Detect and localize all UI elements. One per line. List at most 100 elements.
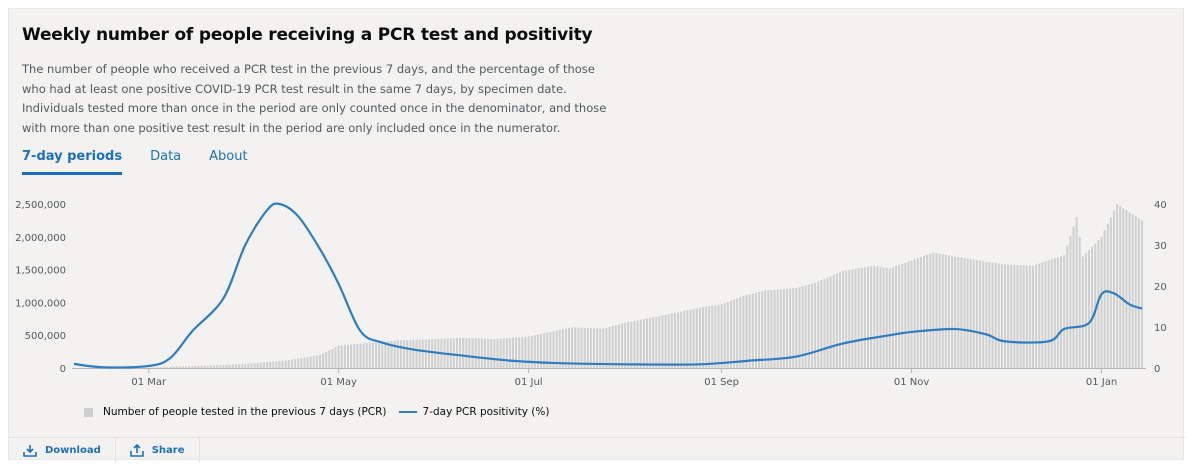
bar (729, 300, 732, 368)
bar (1035, 264, 1038, 368)
legend-line-label[interactable]: 7-day PCR positivity (%) (422, 406, 550, 418)
bar (521, 336, 524, 368)
bar (322, 353, 325, 368)
bar (1010, 264, 1013, 368)
x-tick-label: 01 May (320, 377, 357, 388)
bar (954, 256, 957, 368)
bar (540, 333, 543, 368)
share-button[interactable]: Share (116, 438, 200, 462)
y-left-tick-label: 0 (60, 364, 66, 375)
bar (901, 263, 904, 368)
bar (991, 262, 994, 368)
bar (331, 348, 334, 368)
bar (1094, 243, 1097, 368)
bar (484, 338, 486, 368)
bar (166, 366, 169, 368)
bar (546, 332, 549, 368)
bar (471, 338, 474, 368)
bar (645, 318, 648, 368)
bar (605, 327, 608, 368)
bar (779, 289, 782, 368)
bar (873, 265, 876, 368)
bar (1004, 264, 1006, 368)
bar (574, 327, 577, 368)
bar (845, 270, 848, 368)
bar (1060, 256, 1063, 368)
bar (181, 366, 184, 368)
bar (624, 322, 627, 368)
bar (169, 366, 172, 368)
bar (412, 339, 415, 368)
bar (390, 340, 393, 368)
bar (611, 326, 614, 368)
bar (776, 289, 779, 368)
bar (210, 365, 212, 368)
bar (823, 278, 826, 368)
tab-7-day-periods[interactable]: 7-day periods (22, 149, 123, 175)
download-label: Download (45, 444, 101, 456)
bar (652, 317, 655, 368)
chart-description: The number of people who received a PCR … (22, 62, 607, 135)
bar (630, 321, 633, 368)
bar (241, 364, 244, 368)
bar (1106, 223, 1109, 368)
bar (222, 364, 225, 368)
bar (555, 330, 558, 368)
bar (527, 336, 530, 368)
bar (318, 354, 321, 368)
bar (798, 287, 801, 368)
bar (1137, 218, 1140, 368)
bar (1075, 217, 1078, 368)
bar (826, 277, 829, 368)
bar (1016, 264, 1019, 368)
bar (499, 338, 502, 368)
bar (1134, 216, 1137, 368)
bar (1041, 262, 1044, 368)
bar (592, 328, 595, 368)
bar (838, 272, 841, 368)
legend-bar-label[interactable]: Number of people tested in the previous … (103, 406, 387, 418)
bar (1091, 246, 1094, 368)
bar (480, 338, 483, 368)
bar (228, 364, 231, 368)
bar (477, 338, 480, 368)
x-tick-label: 01 Nov (894, 377, 930, 388)
bar (667, 314, 670, 368)
y-right-tick-label: 30 (1154, 241, 1167, 252)
bar (157, 367, 160, 368)
bar (829, 276, 832, 368)
download-button[interactable]: Download (9, 438, 116, 462)
bar (185, 366, 188, 368)
legend-line-swatch (398, 411, 417, 413)
bar (720, 304, 723, 368)
bar (596, 328, 599, 368)
bar (1100, 236, 1103, 368)
bar (421, 339, 424, 368)
bar (1028, 265, 1031, 368)
bar (661, 315, 664, 368)
tab-data[interactable]: Data (150, 149, 182, 164)
download-icon (23, 444, 37, 457)
bar (487, 338, 490, 368)
bar (764, 290, 767, 368)
bar (786, 288, 789, 368)
bar (415, 339, 418, 368)
bar (378, 342, 381, 368)
bar (153, 367, 156, 368)
bar (985, 261, 988, 368)
bar (867, 266, 869, 368)
bar (882, 267, 885, 368)
bar (340, 345, 343, 368)
bar (427, 339, 430, 368)
bar (972, 259, 975, 368)
bar (842, 270, 845, 368)
bar (1025, 265, 1028, 368)
bar (468, 338, 471, 368)
bar (403, 340, 406, 368)
bar (356, 343, 359, 368)
bar (490, 339, 493, 368)
bar (633, 320, 636, 368)
bar (290, 359, 293, 368)
tab-about[interactable]: About (209, 149, 248, 164)
y-right-tick-label: 20 (1154, 282, 1167, 293)
